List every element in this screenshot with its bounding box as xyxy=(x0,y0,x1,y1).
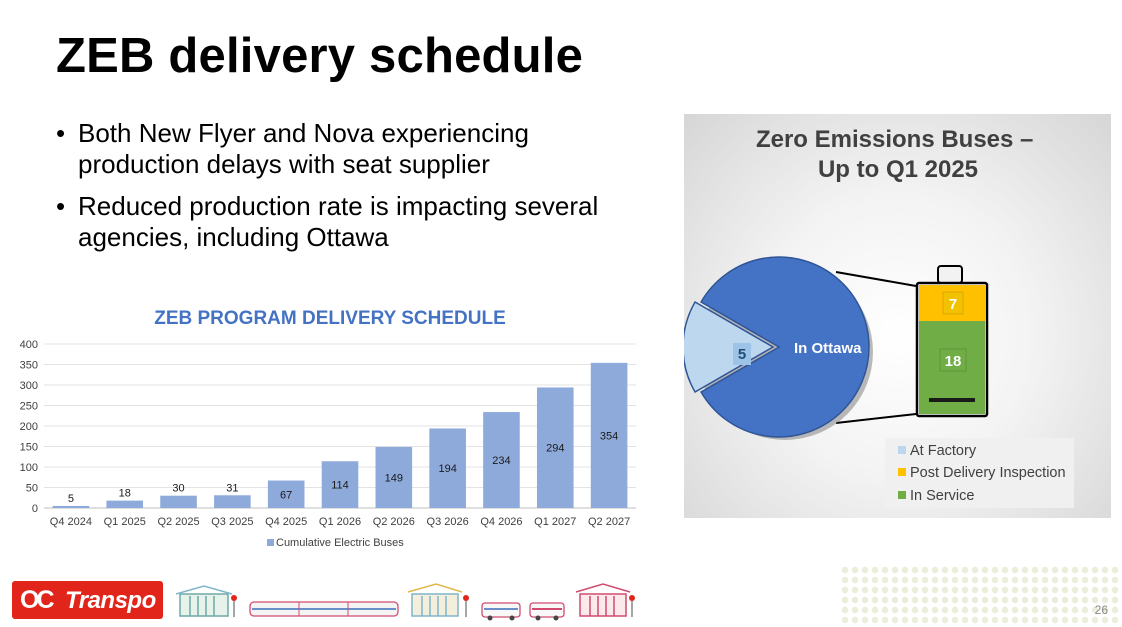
label-box xyxy=(733,343,751,365)
bar-data-label: 114 xyxy=(331,480,349,492)
legend-swatch xyxy=(898,491,906,499)
bar xyxy=(160,495,197,508)
train-icon xyxy=(249,601,399,617)
pie-slice-in-ottawa xyxy=(700,256,870,438)
bar xyxy=(267,480,305,508)
y-tick-label: 200 xyxy=(20,421,38,433)
footer-illustrations xyxy=(175,583,635,621)
legend-swatch xyxy=(898,468,906,476)
legend-label: Cumulative Electric Buses xyxy=(276,537,404,549)
y-tick-label: 300 xyxy=(20,380,38,392)
legend-item: Post Delivery Inspection xyxy=(898,465,1066,481)
y-tick-label: 150 xyxy=(20,442,38,454)
legend-label: At Factory xyxy=(910,443,977,459)
battery-base-line xyxy=(929,398,975,402)
bar-data-label: 149 xyxy=(385,472,403,484)
legend-item: At Factory xyxy=(898,443,976,459)
y-tick-label: 250 xyxy=(20,401,38,413)
x-tick-label: Q4 2024 xyxy=(50,516,92,528)
bar-data-label: 18 xyxy=(119,488,131,500)
bar-data-label: 30 xyxy=(172,483,184,495)
y-tick-label: 350 xyxy=(20,360,38,372)
pie-title-line-2: Up to Q1 2025 xyxy=(818,156,978,183)
x-tick-label: Q3 2025 xyxy=(211,516,253,528)
pie-title: Zero Emissions Buses – Up to Q1 2025 xyxy=(756,126,1040,183)
x-tick-label: Q2 2026 xyxy=(373,516,415,528)
x-tick-label: Q4 2026 xyxy=(480,516,522,528)
bar-chart-gridlines xyxy=(44,343,636,509)
connector-line xyxy=(835,271,917,287)
at-factory-value-label: 5 xyxy=(738,346,746,363)
x-tick-label: Q2 2025 xyxy=(157,516,199,528)
battery-terminal xyxy=(937,265,963,284)
legend-label: In Service xyxy=(910,488,975,504)
y-tick-label: 100 xyxy=(20,462,38,474)
station-icon xyxy=(407,583,469,617)
in-ottawa-label: In Ottawa xyxy=(794,340,862,357)
bar-data-label: 5 xyxy=(68,493,74,505)
connector-line xyxy=(835,413,917,424)
bar xyxy=(429,428,466,508)
bar-chart-legend: Cumulative Electric Buses xyxy=(267,537,404,549)
label-box xyxy=(942,291,964,315)
x-tick-label: Q1 2027 xyxy=(534,516,576,528)
bar-data-label: 31 xyxy=(226,482,238,494)
logo-wordmark: Transpo xyxy=(65,587,156,614)
x-tick-label: Q4 2025 xyxy=(265,516,307,528)
post-delivery-value-label: 7 xyxy=(949,296,957,313)
bullet-text: Reduced production rate is impacting sev… xyxy=(78,191,599,252)
bullet-dot: • xyxy=(56,118,66,148)
in-service-value-label: 18 xyxy=(945,353,962,370)
x-tick-label: Q1 2025 xyxy=(104,516,146,528)
y-tick-label: 50 xyxy=(26,483,38,495)
bar-chart-title: ZEB PROGRAM DELIVERY SCHEDULE xyxy=(154,308,506,329)
zero-emissions-pie-chart: Zero Emissions Buses – Up to Q1 2025 5 I… xyxy=(682,126,1040,440)
bar xyxy=(321,461,359,508)
legend-swatch xyxy=(898,446,906,454)
station-icon xyxy=(575,583,635,617)
bar xyxy=(483,412,520,508)
bar xyxy=(52,505,90,508)
bar-data-label: 294 xyxy=(546,443,564,455)
bar-chart-y-axis: 0 50 100 150 200 250 300 350 400 xyxy=(20,339,38,515)
legend-item: In Service xyxy=(898,488,974,504)
bullet-list: • Both New Flyer and Nova experiencing pr… xyxy=(56,118,636,264)
y-tick-label: 0 xyxy=(32,503,38,515)
bar xyxy=(106,500,144,508)
bar-data-label: 194 xyxy=(438,463,456,475)
legend-label: Post Delivery Inspection xyxy=(910,465,1066,481)
bus-icon xyxy=(481,602,521,621)
x-tick-label: Q1 2026 xyxy=(319,516,361,528)
oc-transpo-logo: OC Transpo xyxy=(12,581,163,619)
bus-icon xyxy=(529,602,565,621)
decorative-dot-pattern xyxy=(840,565,1122,627)
page-number: 26 xyxy=(1094,603,1108,617)
bar xyxy=(375,446,413,508)
bullet-item: • Reduced production rate is impacting se… xyxy=(56,191,636,253)
x-tick-label: Q3 2026 xyxy=(427,516,469,528)
bar-chart-x-axis: Q4 2024 Q1 2025 Q2 2025 Q3 2025 Q4 2025 Q1 20… xyxy=(50,516,630,528)
delivery-schedule-bar-chart: ZEB PROGRAM DELIVERY SCHEDULE 0 50 100 150 2… xyxy=(20,308,636,549)
bar-chart-bars xyxy=(52,362,628,508)
legend-swatch xyxy=(267,539,274,546)
label-box xyxy=(939,348,967,372)
bar-data-label: 234 xyxy=(492,455,510,467)
station-icon xyxy=(175,585,237,617)
bar xyxy=(214,495,251,508)
bar-data-label: 354 xyxy=(600,430,618,442)
bar xyxy=(536,387,574,508)
logo-oc-mark: OC xyxy=(20,586,54,614)
battery-icon: 7 18 xyxy=(915,265,989,418)
slide-title: ZEB delivery schedule xyxy=(56,29,584,83)
bar xyxy=(590,362,628,508)
bullet-text: Both New Flyer and Nova experiencing pro… xyxy=(78,118,529,179)
x-tick-label: Q2 2027 xyxy=(588,516,630,528)
bullet-dot: • xyxy=(56,191,66,221)
bullet-item: • Both New Flyer and Nova experiencing pr… xyxy=(56,118,636,180)
y-tick-label: 400 xyxy=(20,339,38,351)
pie-title-line-1: Zero Emissions Buses – xyxy=(756,126,1033,153)
pie-legend: At Factory Post Delivery Inspection In S… xyxy=(885,438,1074,508)
bar-chart-data-labels: 5 18 30 31 67 114 149 194 234 294 354 xyxy=(68,430,618,505)
bar-data-label: 67 xyxy=(280,489,292,501)
